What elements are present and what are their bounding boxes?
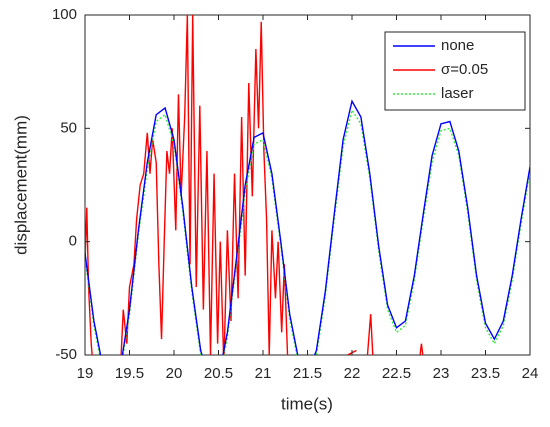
x-tick-label: 20 bbox=[166, 365, 183, 382]
x-tick-label: 22 bbox=[344, 365, 361, 382]
legend-box bbox=[384, 31, 526, 111]
x-tick-label: 21 bbox=[255, 365, 272, 382]
x-tick-label: 24 bbox=[522, 365, 539, 382]
x-tick-label: 23.5 bbox=[471, 365, 500, 382]
y-axis-label: displacement(mm) bbox=[11, 115, 30, 255]
legend-label: σ=0.05 bbox=[441, 61, 488, 78]
x-tick-label: 23 bbox=[433, 365, 450, 382]
y-tick-label: 0 bbox=[69, 233, 77, 250]
y-tick-label: 50 bbox=[60, 119, 77, 136]
legend-label: laser bbox=[441, 85, 474, 102]
y-tick-label: 100 bbox=[52, 6, 77, 23]
x-tick-label: 19.5 bbox=[115, 365, 144, 382]
x-tick-label: 22.5 bbox=[382, 365, 411, 382]
legend: none σ=0.05 laser bbox=[384, 31, 526, 111]
y-tick-label: -50 bbox=[55, 346, 77, 363]
x-tick-label: 19 bbox=[77, 365, 94, 382]
x-axis-label: time(s) bbox=[281, 394, 333, 413]
x-tick-label: 20.5 bbox=[204, 365, 233, 382]
x-tick-label: 21.5 bbox=[293, 365, 322, 382]
data-line bbox=[85, 108, 530, 355]
data-line bbox=[85, 99, 530, 355]
legend-label: none bbox=[441, 37, 474, 54]
